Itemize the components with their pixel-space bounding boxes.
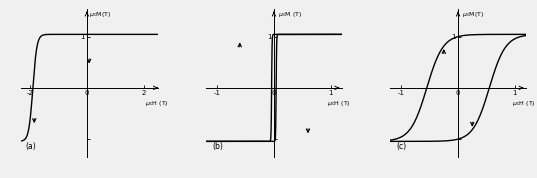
Text: $\mu_0$M(T): $\mu_0$M(T) [89, 10, 111, 19]
Text: (c): (c) [397, 142, 407, 151]
Text: $\mu_0$M (T): $\mu_0$M (T) [278, 10, 302, 19]
Text: $\mu_0$M(T): $\mu_0$M(T) [462, 10, 484, 19]
Text: $\mu_0$H (T): $\mu_0$H (T) [512, 99, 535, 108]
Text: (b): (b) [213, 142, 223, 151]
Text: $\mu_0$H (T): $\mu_0$H (T) [328, 99, 351, 108]
Text: $\mu_0$H (T): $\mu_0$H (T) [144, 99, 169, 108]
Text: (a): (a) [25, 142, 35, 151]
